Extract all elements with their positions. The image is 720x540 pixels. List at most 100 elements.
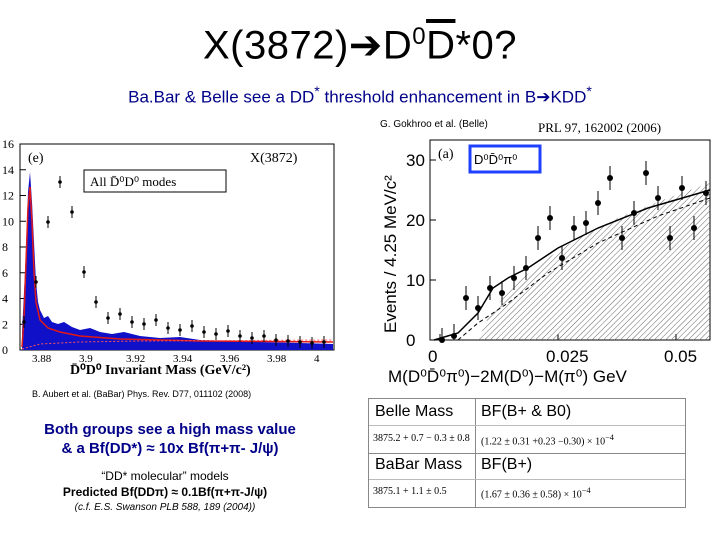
babar-data-point <box>262 334 266 338</box>
belle-mass-value: 3875.2 + 0.7 − 0.3 ± 0.8 <box>373 433 470 444</box>
babar-data-point <box>322 340 326 344</box>
belle-data-point <box>475 305 481 311</box>
belle-data-point <box>451 333 457 339</box>
babar-fit-curve <box>21 186 334 348</box>
babar-y-tick-label: 4 <box>2 292 8 306</box>
belle-data-point <box>655 195 661 201</box>
babar-x-tick-label: 3.92 <box>126 353 145 365</box>
belle-y-tick-label: 30 <box>406 151 425 170</box>
babar-data-point <box>142 322 146 326</box>
belle-data-point <box>679 185 685 191</box>
babar-data-point <box>118 312 122 316</box>
babar-mass-label: BaBar Mass <box>375 456 463 473</box>
babar-legend: All D̄⁰D⁰ modes <box>90 174 176 189</box>
belle-reference: PRL 97, 162002 (2006) <box>538 120 661 135</box>
babar-data-point <box>154 318 158 322</box>
arrow-icon: ➔ <box>348 23 383 68</box>
belle-y-label: Events / 4.25 MeV/c² <box>381 175 400 333</box>
belle-panel-label: (a) <box>438 147 454 162</box>
babar-y-tick-label: 2 <box>2 317 8 331</box>
babar-x-tick-label: 3.98 <box>267 353 287 365</box>
babar-data-point <box>226 329 230 333</box>
belle-bf-label: BF(B+ & B0) <box>481 403 572 420</box>
babar-data-point <box>202 330 206 334</box>
babar-y-tick-label: 16 <box>2 137 14 151</box>
babar-data-points <box>22 176 326 349</box>
mass-bf-table: Belle Mass BF(B+ & B0) 3875.2 + 0.7 − 0.… <box>368 398 686 508</box>
babar-y-tick-label: 6 <box>2 266 8 280</box>
belle-data-point <box>523 265 529 271</box>
babar-data-point <box>70 210 74 214</box>
belle-y-tick-label: 10 <box>406 271 425 290</box>
belle-data-point <box>499 290 505 296</box>
belle-x-tick-label: 0.025 <box>546 347 589 366</box>
belle-bf-value: (1.22 ± 0.31 +0.23 −0.30) × 10−4 <box>481 433 614 448</box>
babar-background-curve <box>21 339 334 350</box>
belle-data-point <box>583 220 589 226</box>
babar-data-point <box>94 300 98 304</box>
belle-data-point <box>631 210 637 216</box>
babar-data-point <box>214 332 218 336</box>
babar-plot: 0 2 4 6 8 10 12 14 16 3.88 3.9 3.92 3.94 3.96 3.98 4 (… <box>2 137 335 378</box>
babar-data-point <box>130 320 134 324</box>
belle-data-point <box>463 295 469 301</box>
belle-y-tick-label: 0 <box>406 331 415 350</box>
babar-data-point <box>58 180 62 184</box>
belle-data-point <box>571 225 577 231</box>
belle-data-point <box>559 255 565 261</box>
babar-data-point <box>34 280 38 284</box>
model-note: “DD* molecular” models Predicted Bf(DDπ)… <box>62 469 268 513</box>
babar-x-label: D̄⁰D⁰ Invariant Mass (GeV/c²) <box>70 363 251 378</box>
belle-mode-label: D⁰D̄⁰π⁰ <box>474 152 517 167</box>
babar-data-point <box>82 270 86 274</box>
babar-mass-value: 3875.1 + 1.1 ± 0.5 <box>373 486 447 497</box>
title-x3872: X(3872) <box>202 23 349 68</box>
babar-data-point <box>46 220 50 224</box>
babar-data-point <box>22 320 26 324</box>
belle-data-point <box>595 200 601 206</box>
babar-data-point <box>286 339 290 343</box>
slide-subtitle: Ba.Bar & Belle see a DD* threshold enhan… <box>128 84 592 107</box>
babar-x-tick-label: 3.96 <box>220 353 240 365</box>
conclusion-text: Both groups see a high mass value & a Bf… <box>44 421 296 457</box>
belle-data-point <box>547 215 553 221</box>
belle-fit-curve <box>433 189 711 341</box>
babar-data-point <box>178 328 182 332</box>
belle-data-point <box>691 225 697 231</box>
babar-x-tick-label: 3.94 <box>173 353 193 365</box>
babar-data-point <box>190 324 194 328</box>
belle-data-points <box>439 161 709 343</box>
babar-y-tick-label: 10 <box>2 214 14 228</box>
babar-y-ticks: 0 2 4 6 8 10 12 14 16 <box>2 137 26 357</box>
belle-data-point <box>439 337 445 343</box>
babar-tag: X(3872) <box>250 151 298 166</box>
babar-data-point <box>166 326 170 330</box>
babar-citation: B. Aubert et al. (BaBar) Phys. Rev. D77,… <box>32 389 252 399</box>
arrow-icon: ➔ <box>536 87 551 107</box>
belle-data-point <box>487 285 493 291</box>
belle-data-point <box>643 170 649 176</box>
babar-histogram <box>22 172 333 350</box>
babar-y-tick-label: 14 <box>2 163 14 177</box>
belle-data-point <box>607 175 613 181</box>
belle-plot: PRL 97, 162002 (2006) 0 10 20 30 0 0.025 0.05… <box>381 120 711 386</box>
babar-panel-label: (e) <box>28 151 44 166</box>
babar-data-point <box>274 338 278 342</box>
belle-mass-label: Belle Mass <box>375 403 454 420</box>
babar-y-tick-label: 0 <box>2 343 8 357</box>
belle-y-tick-label: 20 <box>406 211 425 230</box>
babar-bf-value: (1.67 ± 0.36 ± 0.58) × 10−4 <box>481 486 591 501</box>
belle-x-tick-label: 0.05 <box>664 347 697 366</box>
babar-x-tick-label: 3.88 <box>32 353 52 365</box>
babar-y-tick-label: 8 <box>2 240 8 254</box>
babar-bf-label: BF(B+) <box>481 456 533 473</box>
belle-background-hatch <box>478 183 710 340</box>
babar-data-point <box>298 340 302 344</box>
babar-data-point <box>106 316 110 320</box>
babar-data-point <box>310 341 314 345</box>
belle-x-label: M(D⁰D̄⁰π⁰)−2M(D⁰)−M(π⁰) GeV <box>388 367 628 386</box>
belle-citation: G. Gokhroo et al. (Belle) <box>380 119 488 130</box>
slide-title: X(3872)➔D0D*0? <box>202 23 518 68</box>
belle-data-point <box>535 235 541 241</box>
babar-data-point <box>250 336 254 340</box>
